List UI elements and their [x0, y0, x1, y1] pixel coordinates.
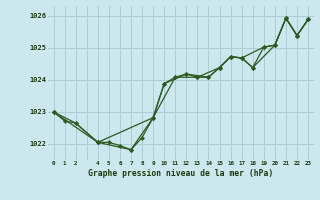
X-axis label: Graphe pression niveau de la mer (hPa): Graphe pression niveau de la mer (hPa) [88, 169, 273, 178]
